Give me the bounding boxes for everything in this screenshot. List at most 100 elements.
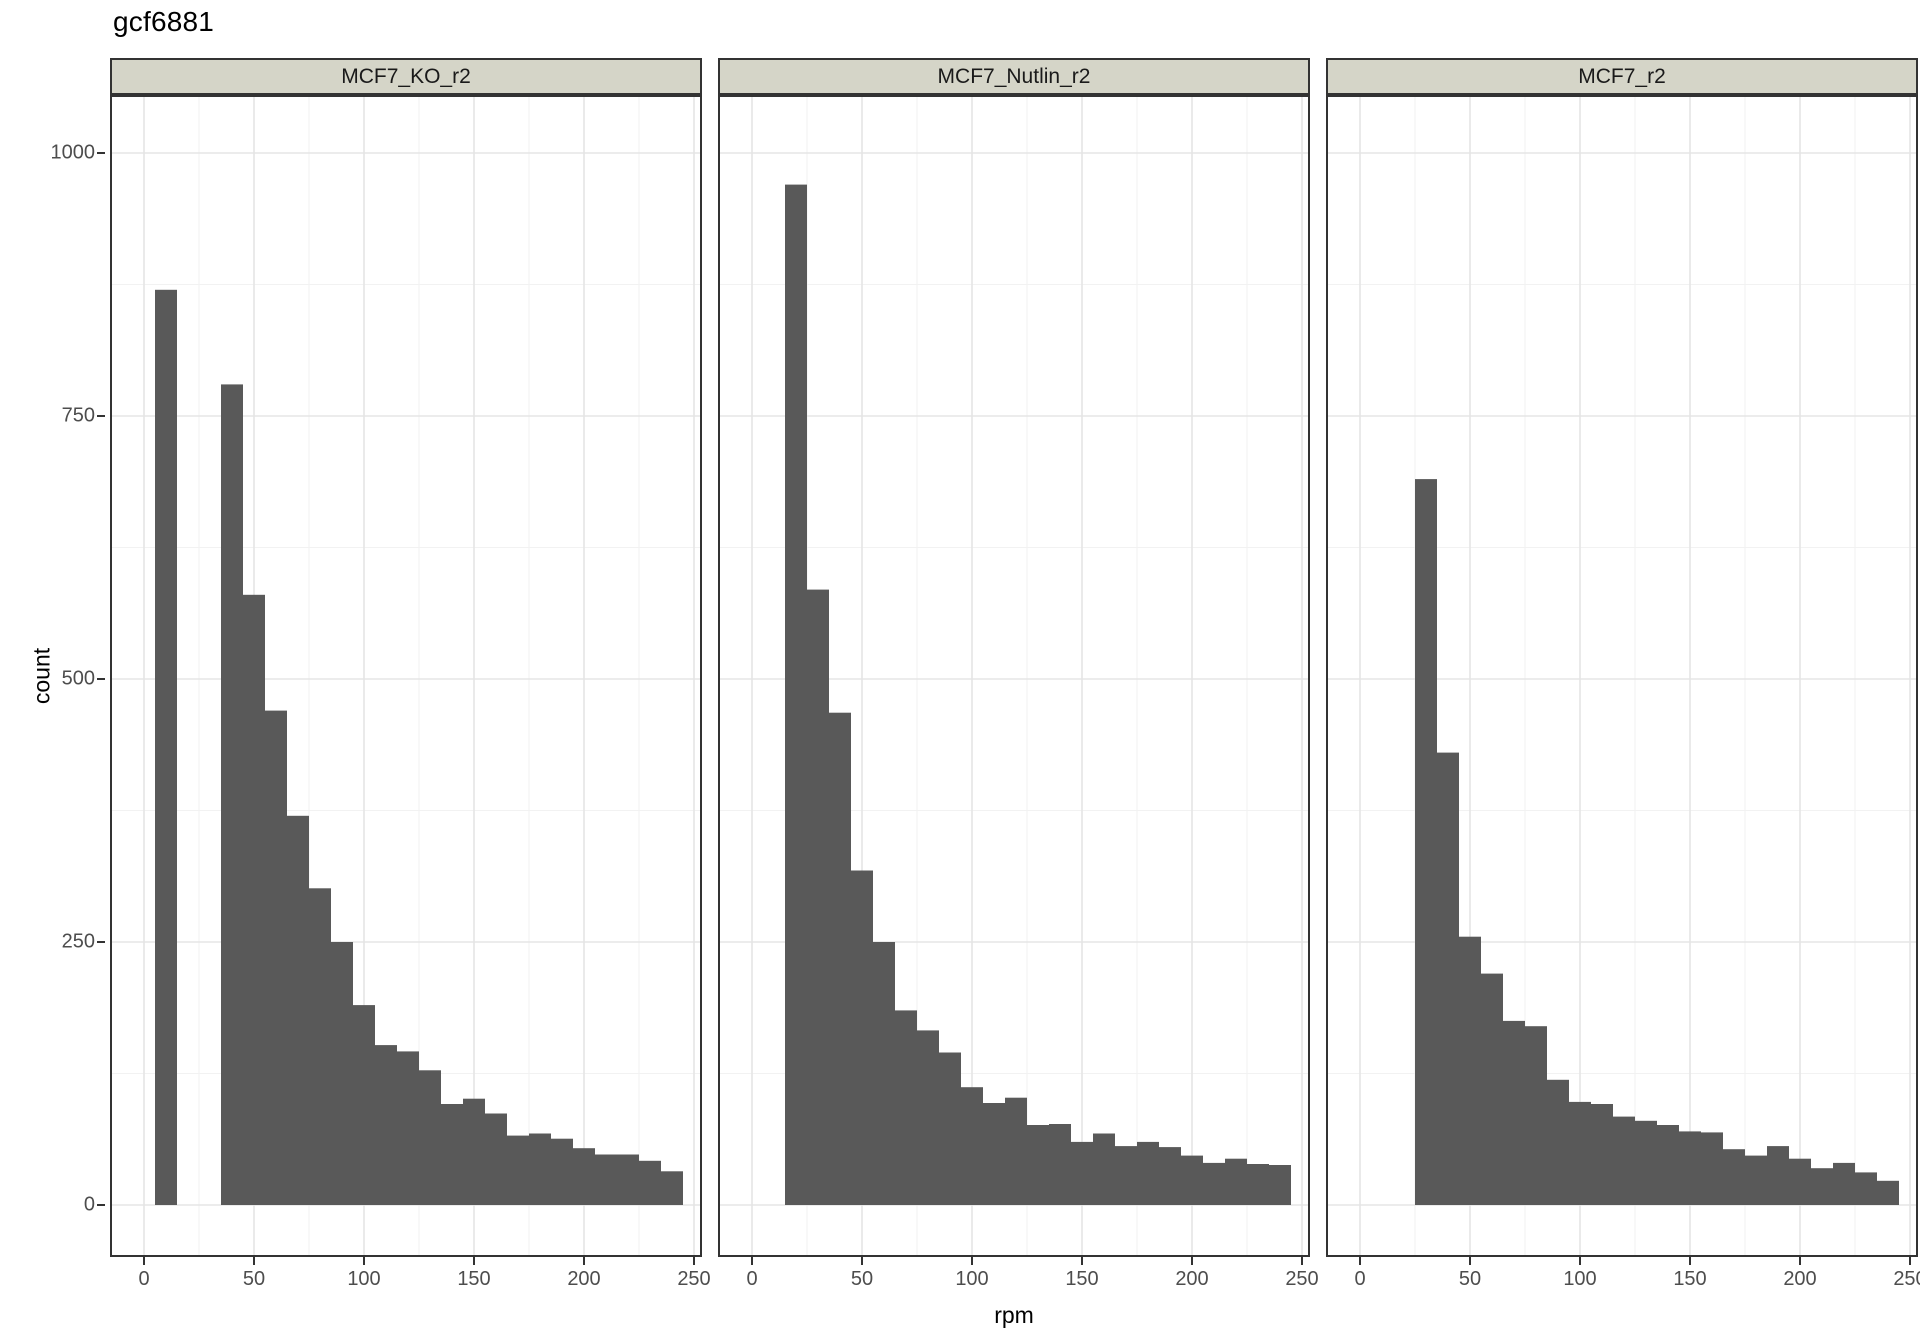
y-tick-label: 750 (61, 404, 95, 427)
panel-border (1326, 95, 1918, 1257)
histogram-bar (309, 888, 331, 1205)
histogram-bar (1203, 1162, 1225, 1205)
histogram-bar (1071, 1141, 1093, 1205)
histogram-bar (1049, 1124, 1071, 1205)
x-tick-mark (693, 1257, 695, 1265)
y-tick-label: 500 (61, 667, 95, 690)
x-tick-mark (363, 1257, 365, 1265)
x-tick-label: 250 (1893, 1268, 1920, 1290)
histogram-bar (851, 870, 873, 1205)
histogram-bar (639, 1160, 661, 1205)
x-tick-mark (1799, 1257, 1801, 1265)
x-tick-mark (971, 1257, 973, 1265)
histogram-bar (1027, 1125, 1049, 1205)
y-tick-label: 0 (83, 1193, 95, 1216)
y-tick-label: 250 (61, 930, 95, 953)
histogram-bar (873, 942, 895, 1205)
x-tick-mark (1909, 1257, 1911, 1265)
facet-strip-label: MCF7_Nutlin_r2 (937, 64, 1091, 88)
histogram-bar (829, 712, 851, 1205)
facet-panel (1326, 95, 1918, 1257)
facet-strip: MCF7_r2 (1326, 58, 1918, 95)
histogram-bar (485, 1113, 507, 1205)
histogram-bar (617, 1154, 639, 1205)
x-tick-label: 150 (1065, 1268, 1099, 1290)
histogram-bar (1481, 973, 1503, 1205)
histogram-bar (551, 1138, 573, 1205)
x-tick-mark (1689, 1257, 1691, 1265)
histogram-bar (917, 1030, 939, 1205)
histogram-bar (155, 289, 177, 1205)
y-tick-label: 1000 (50, 141, 96, 164)
facet-panel (110, 95, 702, 1257)
histogram-bar (1137, 1141, 1159, 1205)
x-tick-label: 0 (138, 1268, 150, 1290)
histogram-bar (1635, 1120, 1657, 1205)
x-tick-mark (143, 1257, 145, 1265)
histogram-bar (1269, 1165, 1291, 1205)
x-tick-mark (253, 1257, 255, 1265)
histogram-bar (895, 1010, 917, 1205)
x-tick-label: 200 (1175, 1268, 1209, 1290)
histogram-bar (331, 942, 353, 1205)
x-tick-label: 150 (1673, 1268, 1707, 1290)
histogram-bar (1547, 1079, 1569, 1205)
histogram-bar (1225, 1158, 1247, 1205)
histogram-bar (1701, 1132, 1723, 1205)
histogram-bar (375, 1045, 397, 1205)
histogram-bar (1437, 752, 1459, 1205)
x-tick-label: 50 (1458, 1268, 1482, 1290)
x-tick-label: 250 (1285, 1268, 1319, 1290)
histogram-bar (573, 1148, 595, 1205)
x-tick-mark (1359, 1257, 1361, 1265)
histogram-bar (1115, 1146, 1137, 1205)
x-tick-label: 200 (1783, 1268, 1817, 1290)
x-tick-label: 100 (1563, 1268, 1597, 1290)
panel-canvas (718, 95, 1310, 1257)
histogram-bar (243, 594, 265, 1205)
histogram-bar (397, 1051, 419, 1205)
y-tick-mark (97, 678, 105, 680)
facet-panel (718, 95, 1310, 1257)
histogram-bar (1247, 1164, 1269, 1205)
histogram-bar (221, 384, 243, 1205)
x-tick-label: 200 (567, 1268, 601, 1290)
histogram-bar (1855, 1172, 1877, 1205)
panel-border (718, 95, 1310, 1257)
histogram-bar (507, 1135, 529, 1205)
x-tick-mark (1081, 1257, 1083, 1265)
histogram-bar (463, 1098, 485, 1205)
histogram-bar (1745, 1155, 1767, 1205)
histogram-bar (939, 1052, 961, 1205)
histogram-bar (529, 1133, 551, 1205)
x-tick-label: 0 (746, 1268, 758, 1290)
x-tick-label: 100 (955, 1268, 989, 1290)
histogram-bar (1657, 1125, 1679, 1205)
histogram-bar (1503, 1020, 1525, 1205)
histogram-bar (1679, 1131, 1701, 1205)
histogram-bar (1569, 1101, 1591, 1205)
histogram-bar (1093, 1133, 1115, 1205)
histogram-bar (807, 589, 829, 1205)
panel-border (110, 95, 702, 1257)
histogram-bar (1723, 1149, 1745, 1205)
histogram-bar (419, 1070, 441, 1205)
y-tick-mark (97, 941, 105, 943)
histogram-bar (1525, 1026, 1547, 1205)
histogram-bar (1789, 1158, 1811, 1205)
histogram-bar (287, 815, 309, 1205)
histogram-bar (1767, 1146, 1789, 1205)
x-tick-label: 0 (1354, 1268, 1366, 1290)
x-tick-label: 50 (850, 1268, 874, 1290)
page-title: gcf6881 (113, 6, 215, 37)
x-tick-label: 250 (677, 1268, 711, 1290)
histogram-bar (1181, 1155, 1203, 1205)
x-axis-title-text: rpm (994, 1302, 1034, 1328)
y-tick-mark (97, 415, 105, 417)
histogram-bar (661, 1171, 683, 1205)
histogram-bar (961, 1087, 983, 1205)
y-tick-mark (97, 152, 105, 154)
x-tick-mark (861, 1257, 863, 1265)
x-tick-label: 100 (347, 1268, 381, 1290)
histogram-bar (1877, 1180, 1899, 1205)
